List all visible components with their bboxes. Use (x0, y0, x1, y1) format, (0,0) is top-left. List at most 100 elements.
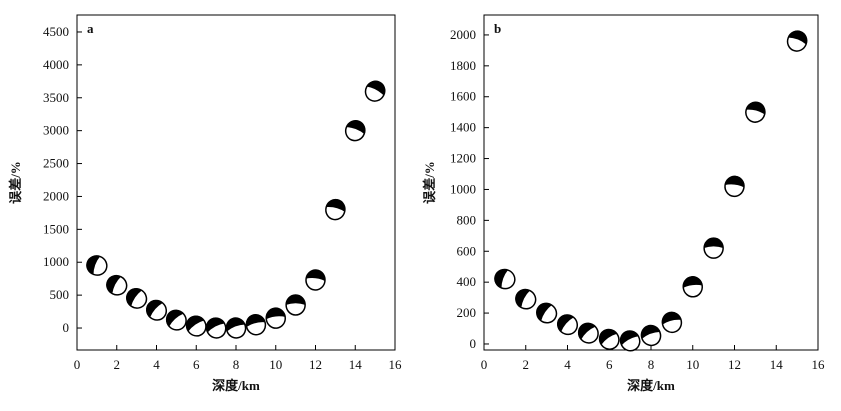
beachball-fill (515, 289, 531, 309)
beachball-fill (599, 328, 618, 346)
beachball-fill (206, 317, 225, 333)
x-tick-label: 6 (606, 357, 613, 372)
y-tick-label: 3500 (43, 90, 69, 105)
y-tick-label: 1000 (450, 181, 476, 196)
y-tick-label: 500 (50, 287, 70, 302)
y-tick-label: 1400 (450, 120, 476, 135)
beachball (145, 299, 168, 321)
beachball-fill (640, 325, 661, 340)
beachball (205, 317, 227, 339)
y-tick-label: 4000 (43, 57, 69, 72)
beachball (786, 30, 808, 52)
beachball-fill (578, 322, 596, 340)
beachball-fill (106, 275, 122, 295)
beachball-fill (186, 315, 205, 332)
beachball (661, 311, 683, 334)
beachball (165, 309, 187, 331)
beachball-fill (126, 288, 143, 307)
y-tick-label: 600 (457, 243, 477, 258)
beachball-fill (682, 276, 703, 289)
y-tick-label: 1500 (43, 221, 69, 236)
y-tick-label: 1200 (450, 151, 476, 166)
x-tick-label: 8 (648, 357, 655, 372)
beachball (598, 328, 620, 350)
beachball-fill (345, 120, 366, 135)
beachball-fill (787, 30, 808, 45)
beachball-fill (366, 80, 386, 96)
beachball (577, 322, 599, 344)
beachball-fill (245, 314, 266, 328)
beachball-fill (265, 307, 286, 320)
beachball-fill (536, 302, 553, 322)
beachball (682, 276, 704, 298)
beachball (285, 294, 306, 316)
plot-frame (76, 14, 396, 351)
beachball (556, 314, 579, 336)
beachball (185, 315, 207, 337)
x-axis-label: 深度/km (212, 378, 260, 393)
beachball-fill (166, 309, 184, 327)
y-tick-label: 4500 (43, 24, 69, 39)
beachball (86, 255, 108, 276)
beachball (265, 307, 287, 329)
beachball (619, 330, 641, 352)
beachball-fill (86, 255, 101, 275)
y-tick-label: 2000 (450, 27, 476, 42)
y-tick-label: 1600 (450, 89, 476, 104)
beachball (305, 269, 326, 291)
beachball-fill (146, 300, 164, 318)
beachball-fill (557, 314, 575, 333)
beachball (344, 119, 366, 142)
x-tick-label: 12 (728, 357, 741, 372)
beachball (364, 80, 386, 102)
beachball-fill (325, 199, 346, 213)
x-tick-label: 12 (309, 357, 322, 372)
y-tick-label: 400 (457, 274, 477, 289)
panel-label: b (494, 21, 501, 36)
panel-label: a (87, 21, 94, 36)
y-tick-label: 0 (470, 336, 477, 351)
x-tick-label: 16 (812, 357, 826, 372)
beachball-fill (285, 294, 306, 305)
y-tick-label: 200 (457, 305, 477, 320)
beachball (126, 288, 148, 309)
beachball (325, 198, 346, 221)
x-tick-label: 10 (269, 357, 282, 372)
beachball-fill (494, 269, 509, 289)
beachball (106, 274, 128, 296)
x-axis-label: 深度/km (627, 378, 675, 393)
beachball (703, 237, 724, 259)
y-tick-label: 3000 (43, 123, 69, 138)
y-tick-label: 800 (457, 212, 477, 227)
beachball (225, 317, 247, 339)
beachball (640, 324, 662, 347)
beachball (536, 302, 558, 324)
x-tick-label: 6 (193, 357, 200, 372)
y-tick-label: 1000 (43, 254, 69, 269)
beachball (745, 101, 766, 123)
x-tick-label: 8 (233, 357, 240, 372)
y-tick-label: 2000 (43, 188, 69, 203)
y-axis-label: 误差/% (422, 161, 437, 204)
beachball-fill (703, 237, 724, 249)
beachball-fill (661, 311, 682, 325)
y-tick-label: 1800 (450, 58, 476, 73)
x-tick-label: 14 (770, 357, 784, 372)
x-tick-label: 0 (481, 357, 488, 372)
beachball-fill (225, 317, 246, 332)
y-axis-label: 误差/% (8, 161, 23, 204)
beachball-fill (745, 101, 766, 115)
x-tick-label: 4 (564, 357, 571, 372)
beachball-fill (620, 330, 639, 346)
x-tick-label: 16 (389, 357, 403, 372)
x-tick-label: 0 (74, 357, 81, 372)
x-tick-label: 2 (523, 357, 530, 372)
beachball (724, 175, 745, 198)
beachball-fill (724, 175, 745, 188)
beachball (245, 314, 267, 336)
x-tick-label: 2 (114, 357, 121, 372)
y-tick-label: 0 (63, 320, 70, 335)
beachball-fill (305, 269, 326, 282)
x-tick-label: 14 (349, 357, 363, 372)
